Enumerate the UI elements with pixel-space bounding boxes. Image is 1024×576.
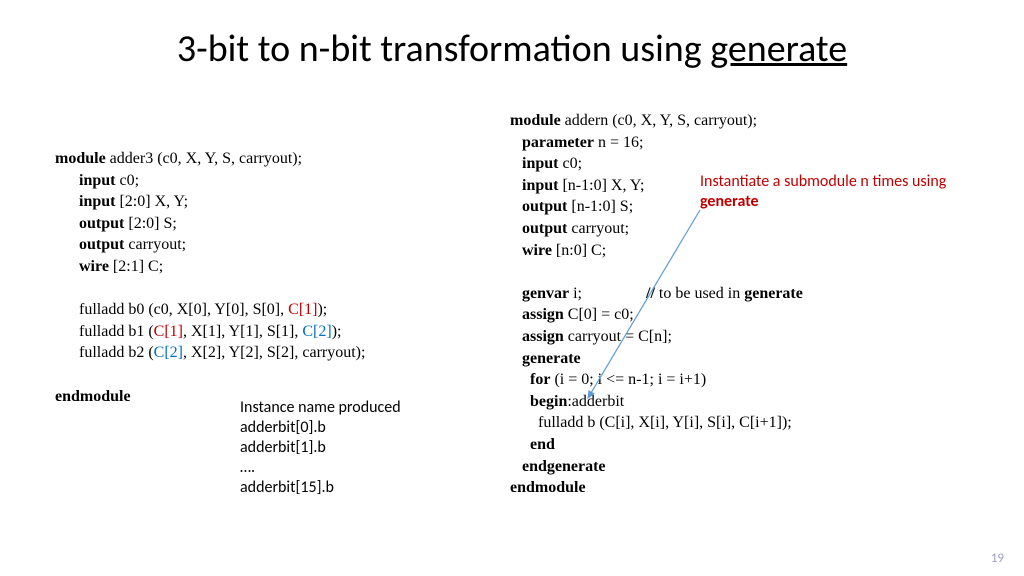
left-code: module adder3 (c0, X, Y, S, carryout); i… (55, 148, 475, 407)
annotation-line2: generate (700, 192, 759, 211)
slide-title: 3-bit to n-bit transformation using gene… (0, 0, 1024, 72)
right-code: module addern (c0, X, Y, S, carryout); p… (510, 110, 990, 499)
title-text-under: generate (710, 26, 847, 72)
left-code-block: module adder3 (c0, X, Y, S, carryout); i… (55, 148, 475, 407)
title-text-pre: 3-bit to n-bit transformation using (177, 26, 710, 72)
right-code-block: module addern (c0, X, Y, S, carryout); p… (510, 110, 990, 499)
instance-name-note: Instance name produced adderbit[0].b add… (240, 398, 401, 498)
annotation-text: Instantiate a submodule n times using ge… (700, 172, 1000, 212)
annotation-line1: Instantiate a submodule n times using (700, 172, 946, 191)
page-number: 19 (991, 551, 1004, 566)
